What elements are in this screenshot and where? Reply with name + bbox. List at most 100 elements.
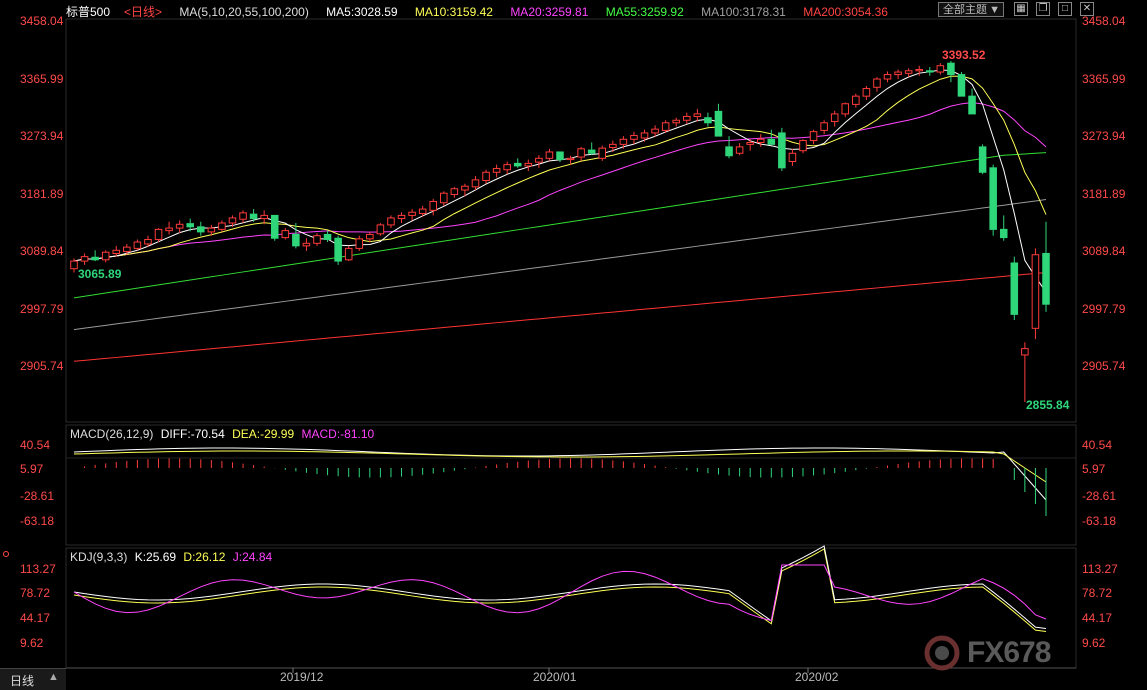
date-axis-label: 2020/02 bbox=[795, 670, 839, 684]
price-axis-label: 3458.04 bbox=[20, 14, 64, 28]
close-icon[interactable]: ✕ bbox=[1080, 2, 1094, 16]
price-axis-label: 3181.89 bbox=[20, 187, 64, 201]
ma10-line bbox=[73, 75, 1047, 262]
kdj-axis-label: 44.17 bbox=[20, 611, 51, 625]
ma200-line bbox=[73, 271, 1047, 362]
price-axis-label-right: 3181.89 bbox=[1082, 187, 1126, 201]
ma100-value: MA100:3178.31 bbox=[701, 5, 786, 19]
ma20-line bbox=[73, 102, 1047, 262]
period-tab[interactable]: 日线 ▲ bbox=[0, 668, 66, 690]
candle-body bbox=[313, 235, 321, 244]
candle-body bbox=[577, 148, 585, 158]
macd-dea-line bbox=[73, 450, 1047, 483]
candle-body bbox=[207, 227, 216, 233]
candle-body bbox=[91, 256, 99, 261]
candle-body bbox=[725, 146, 733, 157]
candle-body bbox=[482, 171, 490, 182]
candle-body bbox=[609, 143, 617, 149]
candle-body bbox=[640, 132, 649, 139]
candle-body bbox=[429, 200, 437, 211]
kdj-axis-label-right: 78.72 bbox=[1082, 586, 1113, 600]
macd-axis-label: -63.18 bbox=[20, 514, 55, 528]
date-axis-label: 2020/01 bbox=[533, 670, 577, 684]
candle-body bbox=[112, 249, 121, 254]
candle-body bbox=[80, 256, 89, 262]
chevron-down-icon: ▼ bbox=[989, 4, 1000, 16]
candle-body bbox=[968, 95, 976, 115]
candle-body bbox=[957, 74, 966, 97]
price-axis-label: 2905.74 bbox=[20, 359, 64, 373]
candle-body bbox=[651, 128, 659, 134]
macd-axis-label-right: 5.97 bbox=[1082, 462, 1106, 476]
candle-body bbox=[809, 131, 818, 142]
kdj-legend: KDJ(9,3,3) K:25.69 D:26.12 J:24.84 bbox=[70, 550, 276, 564]
candle-body bbox=[778, 132, 786, 169]
price-axis-label-right: 2905.74 bbox=[1082, 359, 1126, 373]
candle-body bbox=[587, 149, 596, 154]
candle-body bbox=[503, 164, 511, 171]
ma20-value: MA20:3259.81 bbox=[510, 5, 589, 19]
price-axis-label-right: 3089.84 bbox=[1082, 244, 1126, 258]
candle-body bbox=[450, 188, 459, 195]
candle-body bbox=[672, 119, 680, 124]
kdj-d: D:26.12 bbox=[183, 550, 226, 564]
macd-axis-label-right: 40.54 bbox=[1082, 438, 1113, 452]
candle-body bbox=[767, 138, 776, 145]
ma10-value: MA10:3159.42 bbox=[414, 5, 493, 19]
candle-body bbox=[186, 223, 194, 228]
watermark-emblem-icon bbox=[924, 635, 960, 671]
candle-body bbox=[535, 157, 543, 163]
watermark-logo: FX678 bbox=[922, 633, 1136, 671]
price-axis-label-right: 3458.04 bbox=[1082, 14, 1126, 28]
candle-body bbox=[883, 74, 892, 80]
candle-body bbox=[862, 88, 871, 97]
candle-body bbox=[714, 110, 723, 137]
candle-body bbox=[735, 146, 744, 154]
candle-body bbox=[598, 147, 607, 159]
candle-body bbox=[904, 70, 913, 74]
candle-body bbox=[661, 122, 670, 131]
kdj-axis-label: 78.72 bbox=[20, 586, 51, 600]
maximize-icon[interactable]: □ bbox=[1058, 2, 1072, 16]
candle-body bbox=[852, 95, 860, 105]
chevron-up-icon[interactable]: ▲ bbox=[48, 671, 59, 683]
kdj-axis-label: 9.62 bbox=[20, 636, 44, 650]
candle-body bbox=[619, 138, 628, 145]
theme-dropdown[interactable]: 全部主题 ▼ bbox=[938, 2, 1004, 17]
candle-body bbox=[926, 70, 934, 73]
candle-body bbox=[524, 162, 533, 167]
candle-body bbox=[366, 233, 374, 240]
kdj-j-line bbox=[73, 564, 1047, 622]
candle-body bbox=[408, 211, 416, 216]
ma5-line bbox=[73, 69, 1047, 293]
kdj-axis-label-right: 113.27 bbox=[1082, 562, 1118, 576]
candle-body bbox=[387, 217, 395, 226]
grid-icon[interactable]: ▦ bbox=[1014, 2, 1028, 16]
candle-body bbox=[566, 157, 575, 161]
panel-marker-icon bbox=[3, 551, 9, 557]
candle-body bbox=[323, 233, 332, 241]
kdj-axis-label-right: 9.62 bbox=[1082, 636, 1106, 650]
period-label[interactable]: <日线> bbox=[124, 5, 163, 19]
candle-body bbox=[999, 228, 1008, 239]
candle-body bbox=[830, 113, 839, 123]
panel-frame bbox=[65, 424, 1077, 546]
date-axis-label: 2019/12 bbox=[280, 670, 324, 684]
restore-icon[interactable]: ❐ bbox=[1036, 2, 1050, 16]
candle-body bbox=[260, 214, 268, 220]
candle-body bbox=[873, 78, 881, 88]
candle-body bbox=[376, 224, 385, 235]
candle-body bbox=[228, 217, 237, 224]
macd-diff: DIFF:-70.54 bbox=[160, 427, 225, 441]
ma55-value: MA55:3259.92 bbox=[605, 5, 684, 19]
macd-axis-label-right: -63.18 bbox=[1082, 514, 1117, 528]
candle-body bbox=[492, 167, 501, 173]
theme-dropdown-label: 全部主题 bbox=[943, 4, 987, 16]
candle-body bbox=[556, 151, 564, 161]
price-axis-label-right: 2997.79 bbox=[1082, 302, 1126, 316]
kdj-d-line bbox=[73, 548, 1047, 633]
price-axis-label: 3365.99 bbox=[20, 72, 64, 86]
macd-dea: DEA:-29.99 bbox=[232, 427, 295, 441]
candle-body bbox=[440, 192, 448, 204]
